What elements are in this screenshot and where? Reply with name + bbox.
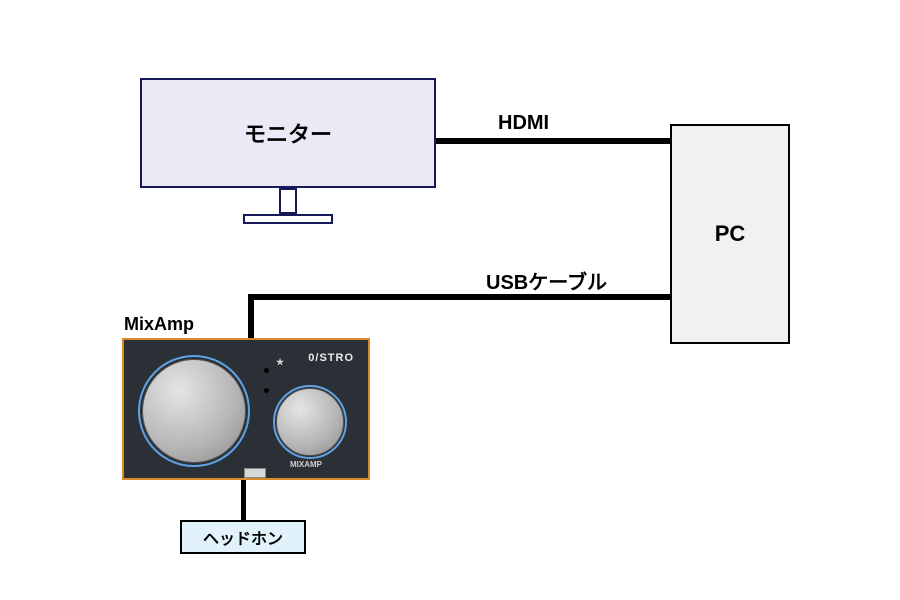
hdmi-label: HDMI bbox=[498, 112, 549, 135]
usb-label: USBケーブル bbox=[486, 266, 607, 295]
usb-cable-v bbox=[248, 294, 254, 340]
mixamp-port bbox=[244, 468, 266, 478]
headphone-label: ヘッドホン bbox=[203, 525, 283, 549]
volume-knob bbox=[142, 359, 246, 463]
monitor-label: モニター bbox=[244, 117, 332, 149]
star-icon: ★ bbox=[276, 357, 284, 368]
mixamp-text: MIXAMP bbox=[290, 460, 322, 469]
monitor: モニター bbox=[140, 78, 436, 188]
headphone-cable bbox=[241, 480, 246, 520]
pc-tower: PC bbox=[670, 124, 790, 344]
button-dot bbox=[264, 368, 269, 373]
monitor-stand-column bbox=[279, 188, 297, 214]
pc-label: PC bbox=[715, 221, 746, 247]
hdmi-cable bbox=[436, 138, 670, 144]
astro-logo: 0/STRO bbox=[308, 352, 354, 364]
mixamp-label: MixAmp bbox=[124, 314, 194, 335]
button-dot bbox=[264, 388, 269, 393]
monitor-stand-base bbox=[243, 214, 333, 224]
usb-cable-h bbox=[248, 294, 672, 300]
mix-knob bbox=[276, 388, 344, 456]
headphone-box: ヘッドホン bbox=[180, 520, 306, 554]
mixamp-device: 0/STRO MIXAMP ★ bbox=[122, 338, 370, 480]
